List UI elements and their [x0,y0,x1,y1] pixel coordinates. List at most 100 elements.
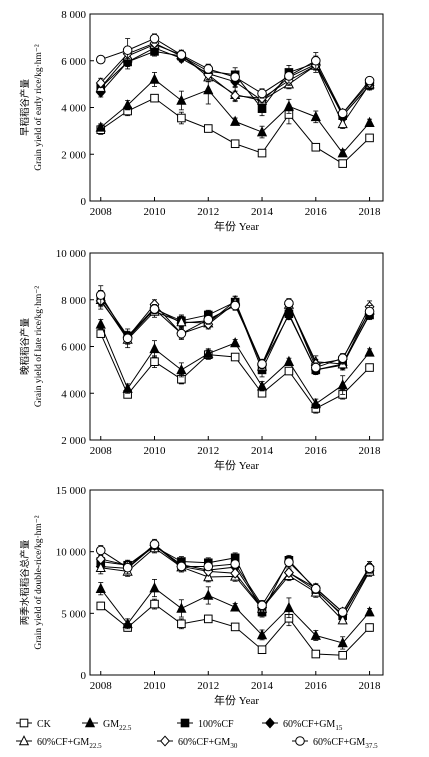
y-tick-label: 0 [81,196,87,208]
data-point [283,355,295,366]
data-point [150,599,159,609]
data-point [150,357,159,366]
series-line [100,97,370,165]
x-tick-label: 2016 [305,680,328,692]
data-point [203,314,214,325]
data-point [337,379,348,390]
x-tick-label: 2012 [197,445,219,457]
data-point [230,90,241,102]
legend-label: 100%CF [198,719,234,730]
legend-item: 60%CF+GM15 [262,717,343,732]
legend-marker [295,736,305,746]
legend-marker [160,735,170,747]
y-tick-label: 5 000 [61,608,86,620]
y-tick-label: 15 000 [56,485,87,497]
data-point [150,93,159,103]
legend-marker [180,718,190,728]
y-tick-label: 2 000 [61,149,86,161]
data-point [256,628,268,640]
data-point [230,300,240,311]
x-axis-label: 年份 Year [214,458,259,472]
data-point [176,363,187,375]
legend-item: 60%CF+GM37.5 [292,736,378,750]
data-point [95,54,106,65]
data-point [284,298,294,309]
data-point [337,607,348,617]
data-point [95,545,106,556]
data-point [257,600,267,611]
legend-marker [18,735,30,746]
series-60%CF+GM37.5 [95,33,375,119]
x-tick-label: 2018 [359,680,382,692]
legend-label: GM22.5 [103,719,132,732]
data-point [230,337,241,348]
data-point [230,72,240,82]
x-tick-label: 2014 [251,206,274,218]
data-point [283,567,294,579]
data-point [95,121,106,132]
y-axis-label-line-1: 早稻稻谷产量 [19,79,31,137]
data-point [338,159,347,168]
data-point [310,362,321,373]
legend-item: 60%CF+GM30 [157,735,238,750]
legend: CK GM22.5 100%CF 60%CF+GM15 60%CF+GM22.5 60%C… [16,717,378,750]
data-point [176,50,187,60]
data-point [364,346,375,357]
data-point [311,142,321,152]
chart-panel-1: 0 2 000 4 000 6 000 8 000 2008 2010 2012 2014 201… [19,9,384,233]
y-tick-label: 2 000 [61,435,86,447]
data-point [337,117,348,129]
series-line [100,324,370,405]
data-point [337,353,348,363]
data-point [177,619,186,629]
data-point [284,557,294,567]
legend-label: 60%CF+GM22.5 [37,737,102,750]
data-point [177,113,186,123]
data-point [311,649,321,659]
series-GM22.5 [95,72,375,158]
y-axis-label-line-1: 晚稻稻谷产量 [19,318,31,376]
y-tick-label: 4 000 [61,103,86,115]
data-point [230,352,240,362]
data-point [257,359,267,369]
data-point [203,561,214,572]
data-point [95,318,106,329]
data-point [149,33,160,44]
x-tick-label: 2012 [197,206,219,218]
data-point [230,567,241,579]
chart-panel-3: 0 5 000 10 000 15 000 2008 2010 2012 2014 2016 20… [19,485,384,707]
data-point [95,553,106,565]
data-point [337,147,348,158]
data-point [365,133,374,143]
y-axis-label-line-1: 两季水稻稻谷总产量 [19,539,31,625]
data-point [149,73,160,84]
chart-panel-2: 2 000 4 000 6 000 8 000 10 000 2008 2010 2012 20… [19,248,384,472]
y-tick-label: 10 000 [56,547,87,559]
data-point [364,75,375,86]
data-point [256,126,268,137]
data-point [176,561,187,572]
data-point [364,116,375,127]
data-point [149,304,160,314]
legend-label: CK [37,719,52,730]
legend-marker [19,718,29,728]
data-point [95,561,106,572]
data-point [176,602,187,613]
data-point [149,582,160,593]
series-GM22.5 [95,318,375,409]
data-point [203,589,214,600]
x-tick-label: 2008 [90,445,113,457]
data-point [364,606,375,617]
data-point [176,94,187,105]
data-point [310,110,321,122]
data-point [364,563,375,574]
x-tick-label: 2016 [305,206,328,218]
x-tick-label: 2010 [144,206,167,218]
legend-marker [84,717,96,728]
y-tick-label: 6 000 [61,342,86,354]
data-point [230,139,240,149]
plot-frame [89,489,384,676]
data-point [149,342,160,354]
data-point [203,64,214,74]
